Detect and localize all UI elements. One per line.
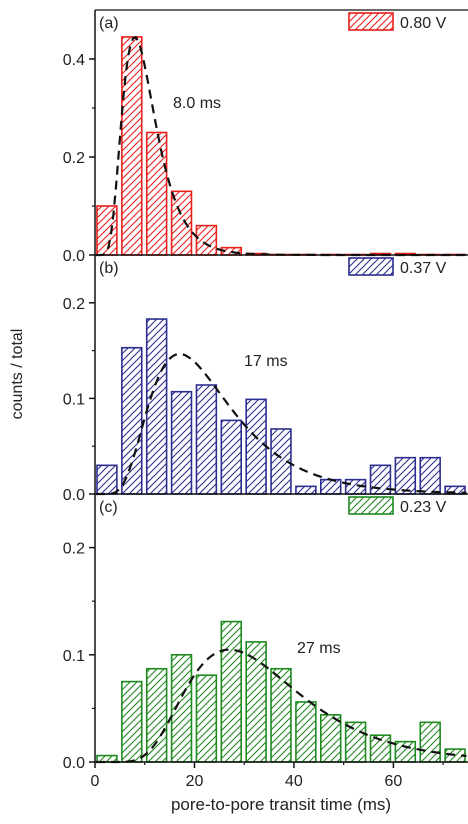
histogram-bar [145,667,168,763]
y-tick-label: 0.1 [63,391,85,408]
legend-label: 0.23 V [400,499,447,516]
histogram-bar [170,390,193,495]
legend-swatch [348,12,394,31]
legend-swatch [348,496,394,515]
x-tick-label: 40 [285,773,303,790]
legend-label: 0.80 V [400,15,447,32]
histogram-bar [121,680,143,763]
y-tick-label: 0.0 [63,755,85,772]
y-tick-label: 0.2 [63,296,85,313]
y-tick-label: 0.2 [63,541,85,558]
histogram-bar [270,667,292,763]
histogram-bar [419,721,441,763]
x-axis-label: pore-to-pore transit time (ms) [171,795,391,814]
panel-label: (a) [99,15,119,32]
panel-label: (c) [99,499,118,516]
fit-curve [96,648,467,764]
histogram-bar [394,740,417,763]
histogram-bar [344,721,367,763]
panel-label: (b) [99,260,119,277]
histogram-bar [195,224,218,256]
peak-annotation: 27 ms [297,640,341,657]
histogram-bar [245,398,267,495]
x-tick-label: 60 [385,773,403,790]
histogram-bar [145,131,168,256]
x-tick-label: 20 [186,773,204,790]
histogram-bar [295,701,317,763]
histogram-bar [170,190,193,256]
histogram-bar [220,419,242,495]
histogram-bar [96,464,118,495]
legend-swatch [348,257,394,276]
x-tick-label: 0 [91,773,100,790]
y-tick-label: 0.1 [63,648,85,665]
histogram-bar [220,620,242,763]
histogram-bar [195,384,218,495]
histogram-bar [319,714,342,763]
y-axis-label: counts / total [9,329,26,420]
y-tick-label: 0.0 [63,248,85,265]
fit-curve [96,353,467,496]
histogram-bar [245,641,267,763]
y-tick-label: 0.2 [63,150,85,167]
panel-a: 0.0 0.2 0.4 (a) 0.80 V 8.0 ms [63,10,468,265]
histogram-bar [121,36,143,256]
histogram-bar [394,456,417,495]
histogram-bar [419,456,441,495]
histogram-bar [121,346,143,495]
histogram-bar [195,674,218,763]
panel-b: 0.0 0.1 0.2 (b) 0.37 V 17 ms [63,255,468,504]
legend-label: 0.37 V [400,260,447,277]
histogram-bar [145,318,168,495]
panel-c: 0.0 0.1 0.2 (c) 0.23 V 27 ms [63,494,468,772]
peak-annotation: 17 ms [244,353,288,370]
peak-annotation: 8.0 ms [173,95,221,112]
y-tick-label: 0.0 [63,487,85,504]
histogram-bar [295,485,317,495]
y-tick-label: 0.4 [63,52,85,69]
histogram-bar [319,478,342,495]
